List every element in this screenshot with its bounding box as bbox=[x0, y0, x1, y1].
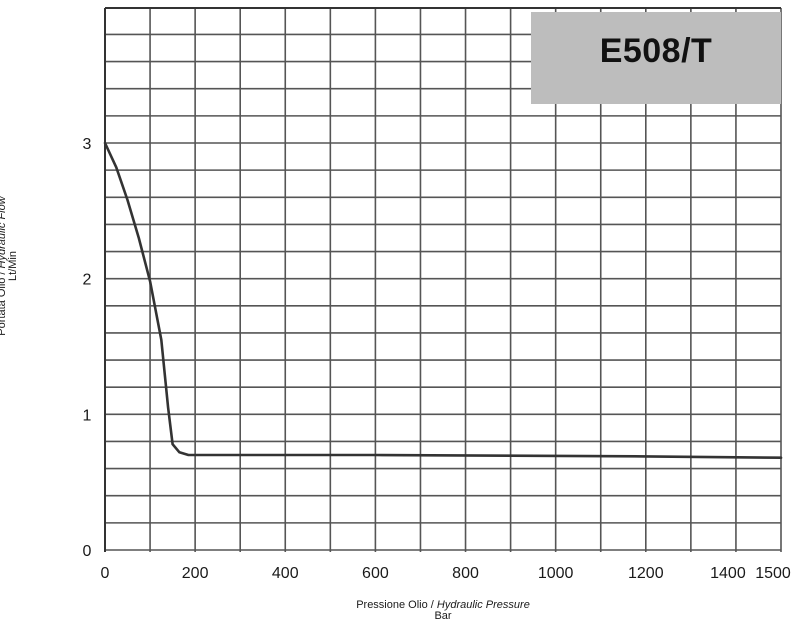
x-tick-label: 600 bbox=[362, 565, 389, 582]
x-tick-label: 200 bbox=[182, 565, 209, 582]
x-axis-label-main: Pressione Olio / bbox=[356, 599, 437, 611]
flow-curve bbox=[103, 141, 783, 459]
x-axis-label-italic: Hydraulic Pressure bbox=[436, 599, 530, 611]
x-tick-labels: 0 200 400 600 800 1000 1200 1400 1500 bbox=[101, 565, 791, 582]
x-tick-label: 1500 bbox=[755, 565, 791, 582]
series-line-group bbox=[103, 141, 783, 459]
chart-title: E508/T bbox=[599, 32, 713, 70]
x-tick-label: 1400 bbox=[710, 565, 746, 582]
x-tick-label: 1000 bbox=[538, 565, 574, 582]
x-tick-label: 0 bbox=[101, 565, 110, 582]
y-axis-unit: Lt/Min bbox=[7, 251, 19, 281]
y-tick-label: 0 bbox=[83, 543, 92, 560]
x-tick-label: 1200 bbox=[628, 565, 664, 582]
y-tick-label: 3 bbox=[83, 136, 92, 153]
y-tick-labels: 0 1 2 3 bbox=[83, 136, 92, 560]
y-tick-label: 2 bbox=[83, 272, 92, 289]
y-tick-label: 1 bbox=[83, 407, 92, 424]
x-axis-title: Pressione Olio / Hydraulic Pressure Bar bbox=[356, 600, 530, 622]
x-axis-unit: Bar bbox=[434, 610, 452, 622]
x-tick-label: 400 bbox=[272, 565, 299, 582]
model-label-box bbox=[531, 12, 781, 104]
x-tick-label: 800 bbox=[452, 565, 479, 582]
